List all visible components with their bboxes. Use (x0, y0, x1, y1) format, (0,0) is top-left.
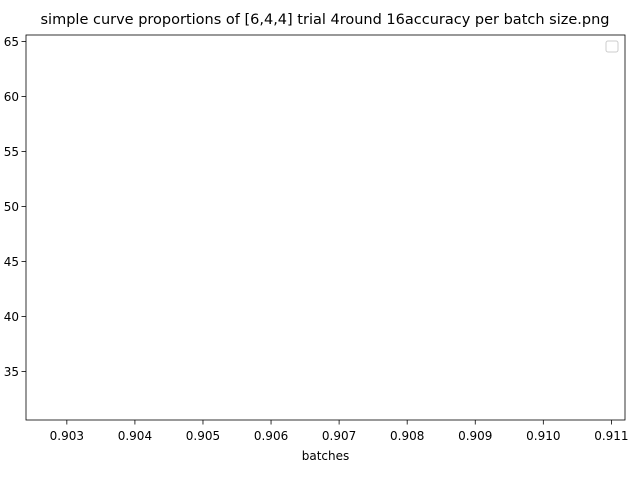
x-tick-label: 0.911 (594, 429, 628, 443)
legend-box (605, 40, 619, 53)
x-tick-label: 0.905 (186, 429, 220, 443)
axes-frame (25, 34, 626, 421)
x-tick-label: 0.904 (118, 429, 152, 443)
x-axis-ticks: 0.903 0.904 0.905 0.906 0.907 0.908 0.909 0.910… (50, 420, 629, 443)
x-tick-label: 0.906 (254, 429, 288, 443)
plot-area (26, 35, 625, 420)
x-tick-label: 0.903 (50, 429, 84, 443)
y-tick-label: 55 (4, 145, 19, 159)
chart-title: simple curve proportions of [6,4,4] tria… (41, 12, 610, 28)
x-tick-label: 0.910 (526, 429, 560, 443)
y-tick-label: 35 (4, 365, 19, 379)
y-tick-label: 65 (4, 35, 19, 49)
x-tick-label: 0.907 (322, 429, 356, 443)
y-tick-label: 60 (4, 90, 19, 104)
y-tick-label: 45 (4, 255, 19, 269)
y-tick-label: 50 (4, 200, 19, 214)
x-axis-label: batches (302, 449, 350, 463)
x-tick-label: 0.908 (390, 429, 424, 443)
y-axis-ticks: 35 40 45 50 55 60 65 (4, 35, 26, 379)
x-tick-label: 0.909 (458, 429, 492, 443)
y-tick-label: 40 (4, 310, 19, 324)
